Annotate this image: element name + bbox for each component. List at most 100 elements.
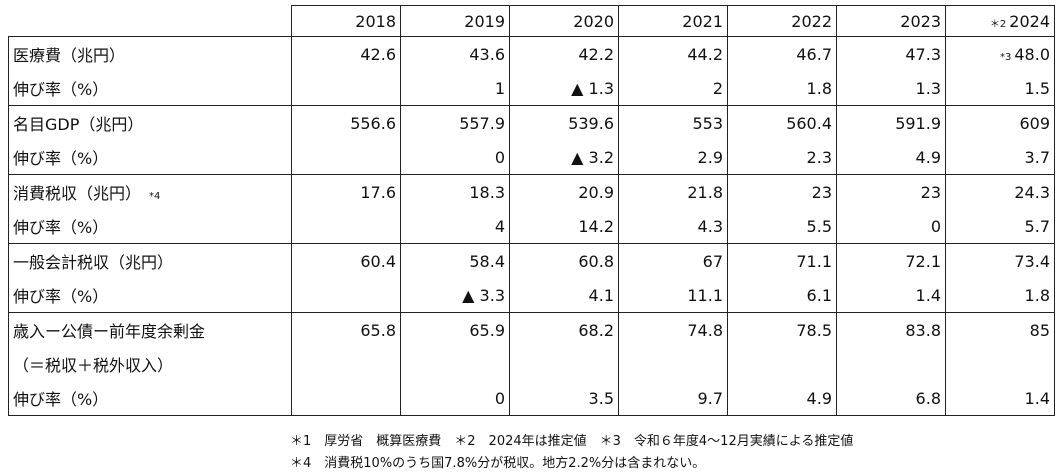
- cell-value: ▲ 3.2: [571, 147, 614, 167]
- footnote: ＊1 厚労省 概算医療費 ＊2 2024年は推定値 ＊3 令和６年度4～12月実…: [290, 434, 854, 449]
- label-text: 伸び率（%）: [13, 390, 109, 409]
- cell-value: 3.7: [1024, 147, 1050, 167]
- value-cell: 43.6: [400, 36, 510, 71]
- cell-value: 2.3: [806, 147, 832, 167]
- value-cell: 42.6: [291, 36, 401, 71]
- value-cell: 60.8: [509, 243, 619, 278]
- cell-value: 24.3: [1014, 182, 1050, 202]
- value-cell: 1.8: [945, 278, 1055, 313]
- value-cell: 2.3: [727, 140, 837, 175]
- year: 2020: [573, 11, 614, 31]
- cell-value: 2: [712, 78, 723, 98]
- cell-value: 67: [702, 251, 723, 271]
- cell-value: 18.3: [469, 182, 505, 202]
- value-cell: 4.9: [836, 140, 946, 175]
- cell-value: 1: [494, 78, 505, 98]
- cell-value: 4.3: [697, 216, 723, 236]
- cell-value: 557.9: [459, 113, 505, 133]
- cell-value: 85: [1029, 320, 1050, 340]
- cell-value: 83.8: [905, 320, 941, 340]
- value-cell: 23: [727, 174, 837, 209]
- value-cell: 24.3: [945, 174, 1055, 209]
- cell-value: 5.7: [1024, 216, 1050, 236]
- value-cell: 46.7: [727, 36, 837, 71]
- value-cell: 1.5: [945, 71, 1055, 106]
- label-text: 消費税収（兆円）: [13, 184, 142, 203]
- value-cell: 6.8: [836, 381, 946, 416]
- cell-value: 17.6: [360, 182, 396, 202]
- cell-value: 48.0: [1014, 44, 1050, 64]
- value-cell: 4.1: [509, 278, 619, 313]
- cell-value: 0: [494, 147, 505, 167]
- cell-value: 591.9: [895, 113, 941, 133]
- value-cell: [291, 278, 401, 313]
- cell-value: 46.7: [796, 44, 832, 64]
- cell-value: 4.9: [915, 147, 941, 167]
- value-cell: [291, 71, 401, 106]
- value-cell: *3 48.0: [945, 36, 1055, 71]
- value-cell: 4: [400, 209, 510, 244]
- data-table: 2018 2019 2020 2021 2022 2023 ＊2 2024 医療費（兆円） 42.…: [8, 5, 1055, 416]
- label-text: 伸び率（%）: [13, 149, 109, 168]
- value-cell: 2: [618, 71, 728, 106]
- value-cell: 60.4: [291, 243, 401, 278]
- cell-value: 539.6: [568, 113, 614, 133]
- table-row: 医療費（兆円） 42.6 43.6 42.2 44.2 46.7 47.3 *3 48.0: [8, 36, 1055, 71]
- value-cell: 3.7: [945, 140, 1055, 175]
- cell-value: 6.1: [806, 285, 832, 305]
- table-row: 伸び率（%） 0 3.5 9.7 4.9 6.8 1.4: [8, 381, 1055, 416]
- value-cell: 4.9: [727, 381, 837, 416]
- value-cell: 42.2: [509, 36, 619, 71]
- table-row: 名目GDP（兆円） 556.6 557.9 539.6 553 560.4 591.9 609: [8, 105, 1055, 140]
- table-row: 伸び率（%） 1 ▲ 1.3 2 1.8 1.3 1.5: [8, 71, 1055, 106]
- cell-value: 0: [494, 388, 505, 408]
- cell-value: 4: [494, 216, 505, 236]
- value-cell: [291, 209, 401, 244]
- table-row: 伸び率（%） 0 ▲ 3.2 2.9 2.3 4.9 3.7: [8, 140, 1055, 175]
- cell-value: 1.8: [806, 78, 832, 98]
- cell-value: 14.2: [578, 216, 614, 236]
- cell-value: 2.9: [697, 147, 723, 167]
- value-cell: 9.7: [618, 381, 728, 416]
- table-row: 歳入ー公債ー前年度余剰金 65.8 65.9 68.2 74.8 78.5 83.8 85: [8, 312, 1055, 347]
- value-cell: 65.8: [291, 312, 401, 347]
- table-row: 伸び率（%） 4 14.2 4.3 5.5 0 5.7: [8, 209, 1055, 244]
- value-cell: 67: [618, 243, 728, 278]
- cell-value: 42.6: [360, 44, 396, 64]
- year-header: 2021: [618, 5, 728, 37]
- value-cell: 0: [400, 140, 510, 175]
- cell-value: 73.4: [1014, 251, 1050, 271]
- value-cell: 2.9: [618, 140, 728, 175]
- year: 2024: [1009, 11, 1050, 31]
- year-header: 2022: [727, 5, 837, 37]
- value-cell: 557.9: [400, 105, 510, 140]
- value-cell: 591.9: [836, 105, 946, 140]
- value-cell: 556.6: [291, 105, 401, 140]
- label-text: 医療費（兆円）: [13, 46, 126, 65]
- cell-value: 560.4: [786, 113, 832, 133]
- value-cell: 560.4: [727, 105, 837, 140]
- table-row: 消費税収（兆円） *4 17.6 18.3 20.9 21.8 23 23 24.3: [8, 174, 1055, 209]
- value-cell: ▲ 3.3: [400, 278, 510, 313]
- row-label: 伸び率（%）: [8, 381, 292, 416]
- blank-cell: [8, 5, 292, 37]
- value-cell: 72.1: [836, 243, 946, 278]
- value-cell: 74.8: [618, 312, 728, 347]
- value-cell: 539.6: [509, 105, 619, 140]
- table-row: 伸び率（%） ▲ 3.3 4.1 11.1 6.1 1.4 1.8: [8, 278, 1055, 313]
- value-cell: 5.5: [727, 209, 837, 244]
- label-text: 伸び率（%）: [13, 287, 109, 306]
- cell-value: 553: [692, 113, 723, 133]
- value-cell: 1.8: [727, 71, 837, 106]
- cell-value: ▲ 1.3: [571, 78, 614, 98]
- value-cell: 58.4: [400, 243, 510, 278]
- year-header: ＊2 2024: [945, 5, 1055, 37]
- value-cell: 0: [836, 209, 946, 244]
- cell-value: 44.2: [687, 44, 723, 64]
- value-cell: 0: [400, 381, 510, 416]
- year: 2022: [791, 11, 832, 31]
- row-label: 名目GDP（兆円）: [8, 105, 292, 140]
- year: 2023: [900, 11, 941, 31]
- row-label: （＝税収＋税外収入）: [8, 347, 292, 381]
- cell-value: 4.1: [588, 285, 614, 305]
